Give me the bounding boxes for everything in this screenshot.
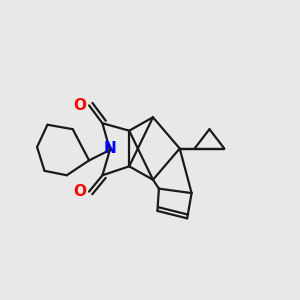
Text: N: N [103,141,116,156]
Text: O: O [73,184,86,199]
Text: O: O [73,98,86,113]
